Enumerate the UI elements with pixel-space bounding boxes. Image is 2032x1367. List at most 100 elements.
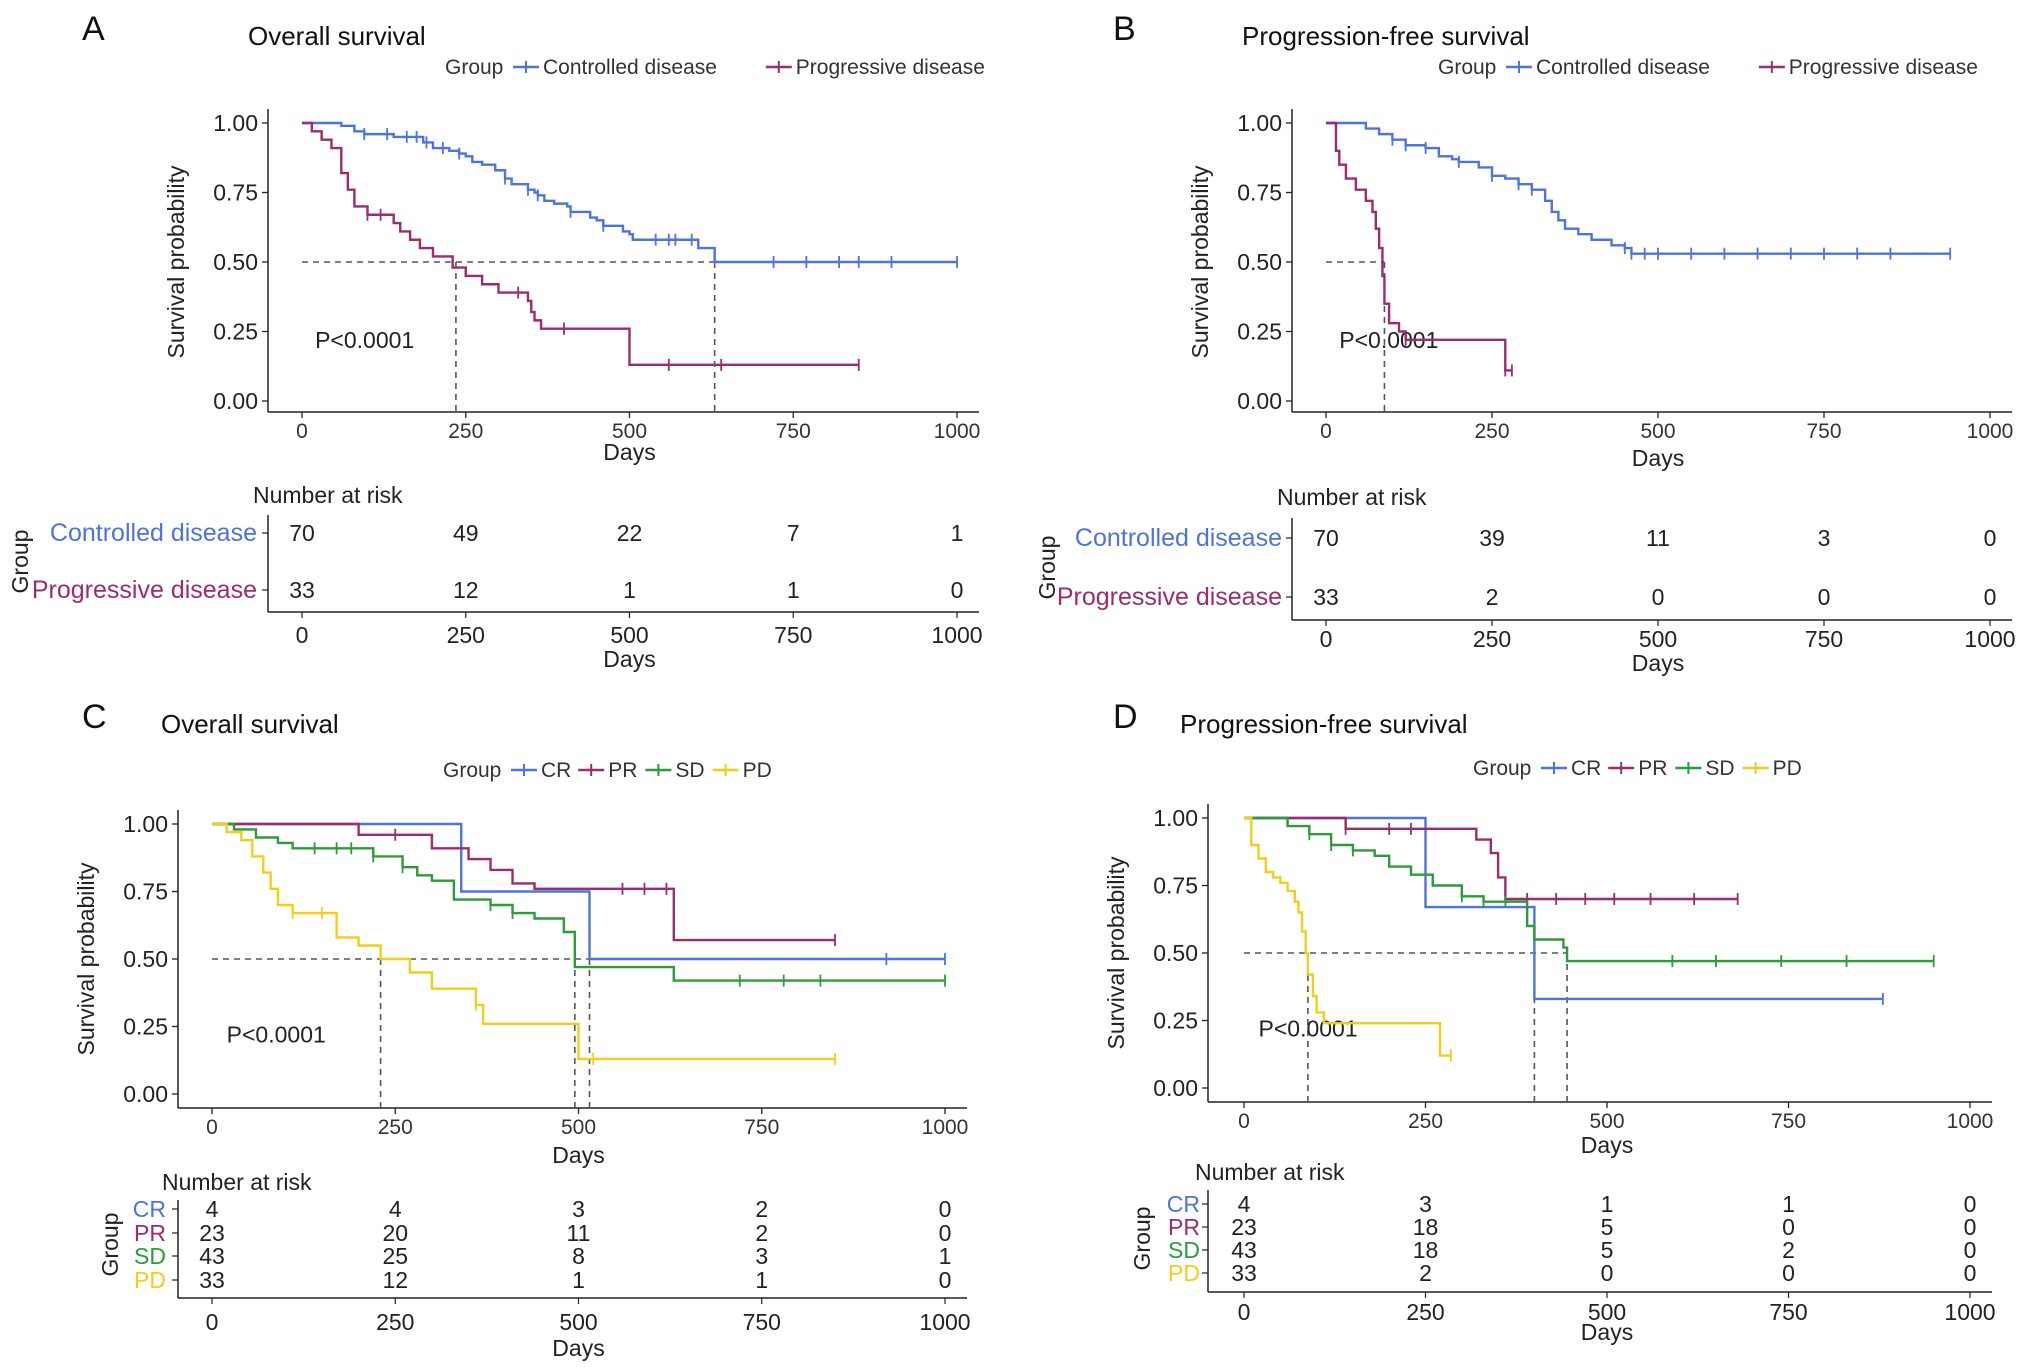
risk-table-x-tick-label: 250 xyxy=(1473,626,1511,652)
risk-row-name: PD xyxy=(1168,1260,1200,1286)
risk-value: 5 xyxy=(1601,1237,1614,1263)
panel-title: Progression-free survival xyxy=(1242,21,1530,51)
legend-entry-pr: PR xyxy=(1638,757,1667,780)
risk-value: 1 xyxy=(1782,1191,1795,1217)
risk-table-x-tick-label: 0 xyxy=(1320,626,1333,652)
risk-value: 23 xyxy=(199,1220,225,1246)
x-tick-label: 500 xyxy=(1640,420,1675,443)
risk-row-name: SD xyxy=(1168,1237,1200,1263)
x-tick-label: 250 xyxy=(378,1116,413,1139)
risk-value: 1 xyxy=(939,1243,952,1269)
risk-value: 2 xyxy=(1486,584,1499,610)
y-axis-label: Survival probability xyxy=(73,862,99,1056)
risk-value: 1 xyxy=(951,520,964,546)
risk-table-group-label: Group xyxy=(1129,1207,1155,1271)
panel-title: Progression-free survival xyxy=(1180,709,1468,739)
risk-table-group-label: Group xyxy=(7,530,33,594)
survival-curve-controlled-disease xyxy=(302,121,957,264)
x-tick-label: 250 xyxy=(1474,420,1509,443)
y-tick-label: 0.75 xyxy=(1237,180,1282,206)
legend: Group CR PR SD PD xyxy=(443,759,772,782)
risk-table-title: Number at risk xyxy=(253,482,403,508)
y-tick-label: 0.00 xyxy=(213,388,258,414)
risk-value: 20 xyxy=(382,1220,408,1246)
survival-curve-sd xyxy=(212,822,945,982)
risk-table-x-tick-label: 750 xyxy=(1769,1299,1807,1325)
risk-row-name: SD xyxy=(134,1243,166,1269)
risk-row-name: CR xyxy=(1167,1191,1200,1217)
risk-value: 1 xyxy=(623,577,636,603)
y-axis-label: Survival probability xyxy=(1187,165,1213,359)
x-axis-label: Days xyxy=(603,439,655,465)
risk-table-x-tick-label: 750 xyxy=(774,622,812,648)
risk-value: 2 xyxy=(755,1220,768,1246)
risk-value: 0 xyxy=(1964,1191,1977,1217)
x-tick-label: 0 xyxy=(1320,420,1332,443)
risk-row-name: PR xyxy=(1168,1214,1200,1240)
p-value: P<0.0001 xyxy=(227,1022,326,1048)
risk-table-x-label: Days xyxy=(603,646,655,672)
risk-value: 70 xyxy=(289,520,315,546)
x-axis-label: Days xyxy=(552,1142,604,1168)
risk-table-x-label: Days xyxy=(1581,1319,1633,1345)
risk-value: 43 xyxy=(199,1243,225,1269)
risk-table-x-tick-label: 750 xyxy=(1805,626,1843,652)
legend-entry-progressive-disease: Progressive disease xyxy=(1789,56,1978,79)
risk-value: 0 xyxy=(1964,1214,1977,1240)
risk-table-x-tick-label: 1000 xyxy=(919,1309,970,1335)
risk-value: 1 xyxy=(572,1267,585,1293)
x-tick-label: 0 xyxy=(1238,1110,1250,1133)
risk-value: 1 xyxy=(755,1267,768,1293)
risk-table-x-tick-label: 500 xyxy=(1639,626,1677,652)
panel-letter: A xyxy=(82,10,105,48)
x-tick-label: 250 xyxy=(448,420,483,443)
legend-entry-cr: CR xyxy=(1571,757,1601,780)
risk-row-name: Progressive disease xyxy=(1057,583,1282,611)
survival-curve-progressive-disease xyxy=(302,121,859,367)
panel-a: A Overall survival Group Controlled disease… xyxy=(7,10,985,672)
p-value: P<0.0001 xyxy=(315,327,414,353)
risk-table-x-tick-label: 500 xyxy=(559,1309,597,1335)
survival-curve-pd xyxy=(1244,816,1451,1057)
risk-value: 12 xyxy=(453,577,479,603)
y-tick-label: 0.50 xyxy=(1153,940,1198,966)
panel-letter: D xyxy=(1113,698,1138,736)
risk-value: 11 xyxy=(567,1220,591,1246)
legend-title: Group xyxy=(445,56,503,79)
risk-value: 4 xyxy=(206,1196,219,1222)
y-tick-label: 0.00 xyxy=(123,1081,168,1107)
legend-entry-progressive-disease: Progressive disease xyxy=(796,56,985,79)
x-tick-label: 750 xyxy=(1806,420,1841,443)
risk-value: 1 xyxy=(1601,1191,1614,1217)
risk-table-x-tick-label: 1000 xyxy=(1964,626,2015,652)
x-tick-label: 1000 xyxy=(922,1116,969,1139)
x-axis-label: Days xyxy=(1581,1132,1633,1158)
risk-row-name: PR xyxy=(134,1220,166,1246)
risk-value: 0 xyxy=(1601,1260,1614,1286)
risk-value: 33 xyxy=(1231,1260,1257,1286)
risk-value: 5 xyxy=(1601,1214,1614,1240)
risk-value: 18 xyxy=(1413,1214,1439,1240)
risk-table-title: Number at risk xyxy=(1195,1159,1345,1185)
x-tick-label: 750 xyxy=(744,1116,779,1139)
y-tick-label: 1.00 xyxy=(123,811,168,837)
risk-value: 11 xyxy=(1646,525,1670,551)
y-tick-label: 0.25 xyxy=(1237,319,1282,345)
risk-value: 0 xyxy=(1782,1260,1795,1286)
y-tick-label: 0.50 xyxy=(123,946,168,972)
risk-value: 0 xyxy=(1984,525,1997,551)
risk-value: 2 xyxy=(755,1196,768,1222)
risk-value: 22 xyxy=(617,520,643,546)
y-tick-label: 0.00 xyxy=(1153,1075,1198,1101)
risk-row-name: CR xyxy=(133,1196,166,1222)
risk-value: 3 xyxy=(755,1243,768,1269)
risk-value: 3 xyxy=(1818,525,1831,551)
p-value: P<0.0001 xyxy=(1259,1016,1358,1042)
legend-title: Group xyxy=(1438,56,1496,79)
risk-row-name: Progressive disease xyxy=(32,576,257,604)
risk-value: 0 xyxy=(1818,584,1831,610)
risk-value: 0 xyxy=(1964,1260,1977,1286)
